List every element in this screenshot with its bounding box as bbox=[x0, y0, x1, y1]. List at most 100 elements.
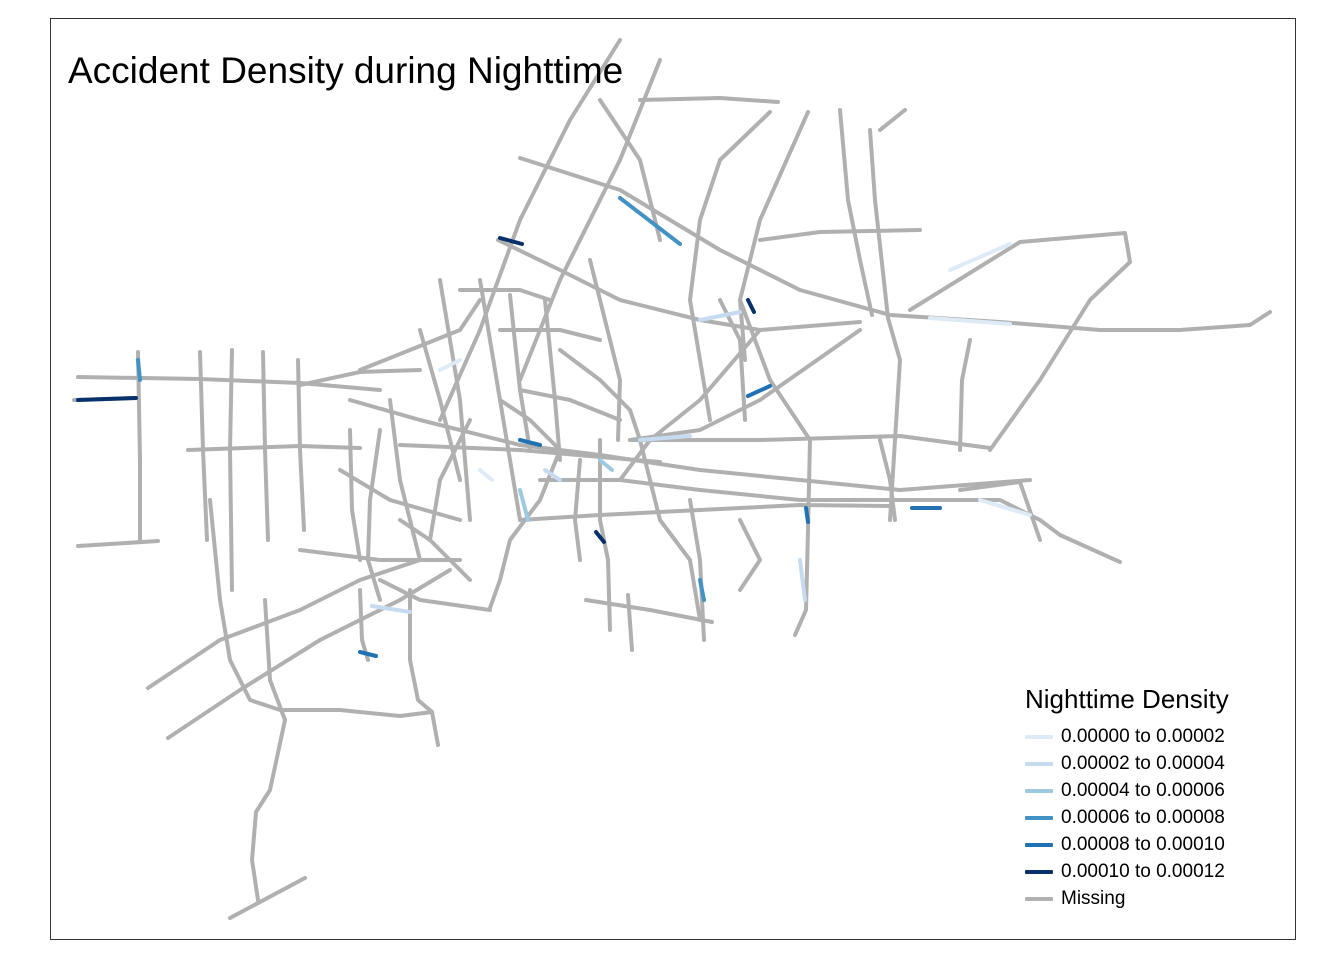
legend-item: 0.00008 to 0.00010 bbox=[1025, 831, 1265, 858]
road-segment bbox=[228, 348, 234, 592]
road-segment bbox=[618, 196, 682, 246]
road-segment bbox=[296, 358, 306, 532]
road-segment bbox=[543, 468, 562, 482]
road-segment bbox=[298, 368, 422, 387]
road-segment bbox=[358, 650, 378, 658]
road-segment bbox=[868, 128, 890, 320]
legend-label: 0.00006 to 0.00008 bbox=[1061, 806, 1225, 828]
legend-label: 0.00004 to 0.00006 bbox=[1061, 779, 1225, 801]
road-segment bbox=[958, 338, 972, 452]
road-segment bbox=[638, 96, 780, 104]
road-segment bbox=[136, 358, 142, 382]
road-segment bbox=[438, 278, 472, 522]
legend-item: 0.00000 to 0.00002 bbox=[1025, 723, 1265, 750]
legend-item: 0.00002 to 0.00004 bbox=[1025, 750, 1265, 777]
road-segment bbox=[573, 458, 582, 562]
road-segment bbox=[746, 384, 772, 398]
road-segment bbox=[928, 316, 1012, 326]
road-segment bbox=[698, 310, 742, 322]
legend-item: 0.00006 to 0.00008 bbox=[1025, 804, 1265, 831]
road-segment bbox=[804, 506, 810, 524]
roads-density-layer bbox=[76, 196, 1032, 658]
legend-swatch bbox=[1025, 896, 1053, 901]
road-segment bbox=[908, 231, 1132, 312]
road-segment bbox=[370, 604, 412, 614]
road-segment bbox=[458, 288, 552, 302]
road-segment bbox=[688, 498, 706, 642]
road-segment bbox=[738, 298, 812, 637]
road-segment bbox=[638, 438, 702, 622]
road-segment bbox=[398, 518, 472, 582]
map-title: Accident Density during Nighttime bbox=[68, 50, 624, 91]
road-segment bbox=[798, 558, 807, 602]
road-segment bbox=[688, 110, 772, 422]
legend-swatch bbox=[1025, 788, 1053, 793]
road-segment bbox=[496, 238, 862, 332]
legend-swatch bbox=[1025, 842, 1053, 847]
road-segment bbox=[498, 236, 524, 246]
road-segment bbox=[136, 350, 142, 544]
road-segment bbox=[298, 548, 462, 562]
road-segment bbox=[408, 588, 440, 747]
legend-swatch bbox=[1025, 761, 1053, 766]
legend: Nighttime Density 0.00000 to 0.00002 0.0… bbox=[1025, 684, 1265, 912]
map-frame bbox=[50, 18, 1296, 940]
legend-swatch bbox=[1025, 869, 1053, 874]
road-segment bbox=[886, 316, 902, 522]
road-segment bbox=[338, 468, 462, 522]
road-segment bbox=[438, 38, 622, 422]
road-segment bbox=[186, 444, 362, 452]
road-segment bbox=[366, 428, 382, 602]
legend-title: Nighttime Density bbox=[1025, 684, 1229, 714]
road-segment bbox=[348, 428, 362, 562]
road-segment bbox=[878, 438, 897, 522]
road-segment bbox=[746, 298, 756, 314]
road-segment bbox=[438, 358, 462, 372]
road-segment bbox=[628, 328, 862, 442]
road-segment bbox=[518, 438, 542, 447]
road-segment bbox=[228, 876, 307, 920]
road-segment bbox=[488, 398, 562, 610]
road-segment bbox=[598, 98, 662, 242]
road-segment bbox=[988, 260, 1132, 452]
road-segment bbox=[518, 388, 622, 422]
road-segment bbox=[958, 480, 1042, 542]
road-segment bbox=[628, 434, 992, 450]
road-segment bbox=[618, 328, 762, 482]
road-segment bbox=[738, 518, 762, 592]
road-segment bbox=[358, 298, 482, 372]
road-segment bbox=[1058, 533, 1122, 564]
road-segment bbox=[378, 578, 492, 612]
road-segment bbox=[76, 539, 160, 548]
legend-item: 0.00010 to 0.00012 bbox=[1025, 858, 1265, 885]
road-segment bbox=[358, 588, 370, 662]
road-segment bbox=[638, 434, 692, 442]
road-segment bbox=[738, 110, 810, 362]
legend-items: 0.00000 to 0.00002 0.00002 to 0.00004 0.… bbox=[1025, 723, 1265, 912]
road-segment bbox=[478, 468, 494, 482]
road-segment bbox=[146, 558, 422, 690]
legend-label: Missing bbox=[1061, 887, 1126, 909]
legend-label: 0.00010 to 0.00012 bbox=[1061, 860, 1225, 882]
road-segment bbox=[388, 398, 422, 562]
road-segment bbox=[758, 228, 922, 242]
road-segment bbox=[543, 298, 562, 462]
road-segment bbox=[594, 530, 606, 544]
road-segment bbox=[263, 598, 287, 722]
road-segment bbox=[558, 348, 642, 442]
road-segment bbox=[588, 258, 622, 442]
road-segment bbox=[626, 593, 634, 652]
legend-label: 0.00008 to 0.00010 bbox=[1061, 833, 1225, 855]
legend-label: 0.00000 to 0.00002 bbox=[1061, 725, 1225, 747]
road-segment bbox=[518, 488, 530, 522]
legend-item: 0.00004 to 0.00006 bbox=[1025, 777, 1265, 804]
road-segment bbox=[948, 242, 1012, 272]
legend-item: Missing bbox=[1025, 885, 1265, 912]
road-segment bbox=[428, 418, 472, 542]
road-segment bbox=[166, 568, 452, 740]
road-segment bbox=[261, 350, 270, 542]
legend-label: 0.00002 to 0.00004 bbox=[1061, 752, 1225, 774]
road-segment bbox=[208, 498, 434, 718]
legend-swatch bbox=[1025, 815, 1053, 820]
